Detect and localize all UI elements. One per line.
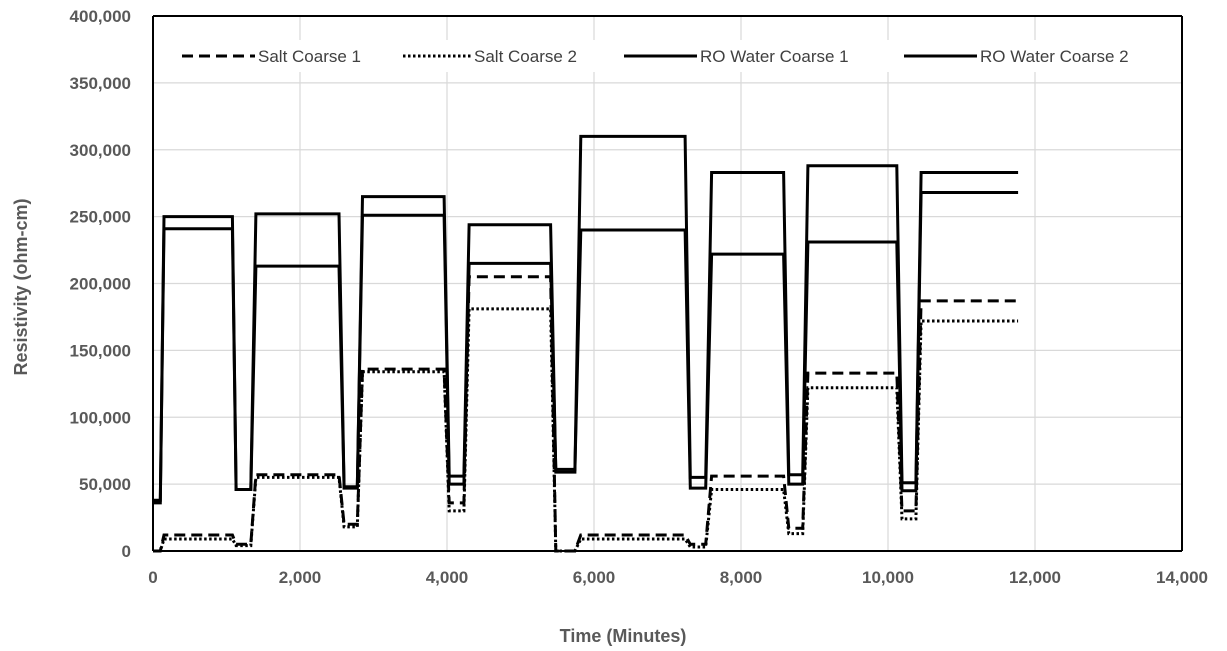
legend-label: Salt Coarse 1	[258, 47, 361, 66]
x-tick-label: 8,000	[720, 568, 763, 587]
y-tick-label: 150,000	[70, 341, 131, 360]
tick-labels: 0 50,000 100,000 150,000 200,000 250,000 300,0…	[70, 7, 1208, 587]
y-tick-label: 400,000	[70, 7, 131, 26]
x-axis-title: Time (Minutes)	[560, 626, 687, 646]
y-tick-label: 0	[122, 542, 131, 561]
axes	[152, 15, 1183, 552]
legend-label: RO Water Coarse 1	[700, 47, 849, 66]
x-tick-label: 4,000	[426, 568, 469, 587]
gridlines	[152, 15, 1183, 552]
legend-label: RO Water Coarse 2	[980, 47, 1129, 66]
x-tick-label: 14,000	[1156, 568, 1208, 587]
y-tick-label: 350,000	[70, 74, 131, 93]
y-tick-label: 50,000	[79, 475, 131, 494]
y-tick-label: 200,000	[70, 275, 131, 294]
x-tick-label: 12,000	[1009, 568, 1061, 587]
legend-label: Salt Coarse 2	[474, 47, 577, 66]
y-tick-label: 300,000	[70, 141, 131, 160]
x-tick-label: 2,000	[279, 568, 322, 587]
series-line-2	[153, 307, 1019, 553]
series-line-4	[153, 191, 1019, 502]
y-tick-label: 100,000	[70, 408, 131, 427]
x-tick-label: 10,000	[862, 568, 914, 587]
series-lines	[153, 134, 1019, 553]
x-tick-label: 0	[148, 568, 157, 587]
y-axis-title: Resistivity (ohm-cm)	[11, 198, 31, 375]
x-tick-label: 6,000	[573, 568, 616, 587]
legend: Salt Coarse 1 Salt Coarse 2 RO Water Coars…	[172, 40, 1172, 72]
y-tick-label: 250,000	[70, 208, 131, 227]
